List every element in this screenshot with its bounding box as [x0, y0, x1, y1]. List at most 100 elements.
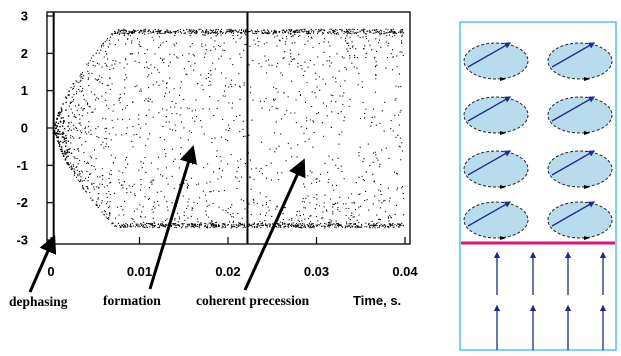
- data-point: [140, 178, 142, 180]
- data-point: [318, 31, 320, 33]
- data-point: [308, 32, 310, 34]
- data-point: [258, 63, 260, 65]
- data-point: [241, 224, 243, 226]
- data-point: [96, 186, 98, 188]
- data-point: [231, 226, 233, 228]
- data-point: [70, 137, 72, 139]
- data-point: [361, 86, 363, 88]
- data-point: [258, 40, 260, 42]
- data-point: [132, 31, 134, 33]
- data-point: [174, 45, 176, 47]
- data-point: [138, 114, 140, 116]
- data-point: [284, 225, 287, 227]
- data-point: [59, 148, 62, 151]
- data-point: [131, 217, 133, 220]
- data-point: [282, 223, 284, 225]
- data-point: [185, 225, 187, 228]
- data-point: [180, 146, 182, 149]
- data-point: [98, 187, 100, 189]
- data-point: [139, 189, 142, 191]
- data-point: [348, 217, 350, 219]
- data-point: [161, 223, 163, 225]
- data-point: [239, 98, 241, 100]
- data-point: [226, 30, 228, 32]
- data-point: [328, 31, 330, 33]
- data-point: [291, 59, 293, 61]
- data-point: [393, 31, 395, 33]
- data-point: [398, 223, 400, 225]
- data-point: [329, 65, 331, 67]
- data-point: [169, 77, 171, 79]
- data-point: [62, 141, 64, 144]
- data-point: [82, 185, 84, 187]
- data-point: [76, 169, 78, 171]
- data-point: [180, 137, 182, 139]
- data-point: [321, 225, 323, 228]
- data-point: [191, 30, 193, 32]
- data-point: [151, 183, 153, 185]
- data-point: [86, 170, 88, 173]
- data-point: [402, 193, 404, 195]
- data-point: [240, 32, 242, 34]
- data-point: [109, 182, 111, 184]
- data-point: [162, 224, 164, 226]
- data-point: [133, 134, 135, 136]
- data-point: [216, 155, 218, 157]
- data-point: [105, 50, 107, 53]
- data-point: [369, 31, 371, 33]
- data-point: [290, 32, 292, 34]
- data-point: [348, 28, 350, 30]
- data-point: [202, 30, 204, 32]
- data-point: [376, 64, 378, 66]
- data-point: [143, 221, 145, 223]
- data-point: [218, 225, 220, 227]
- data-point: [381, 149, 383, 151]
- data-point: [240, 158, 242, 160]
- data-point: [319, 224, 321, 226]
- data-point: [207, 76, 210, 79]
- data-point: [208, 222, 210, 224]
- data-point: [176, 113, 178, 115]
- aligned-spins: [493, 251, 607, 350]
- data-point: [119, 93, 121, 96]
- data-point: [316, 194, 318, 196]
- data-point: [297, 224, 299, 226]
- data-point: [304, 224, 306, 227]
- data-point: [222, 31, 224, 34]
- data-point: [365, 35, 367, 37]
- data-point: [183, 32, 185, 35]
- data-point: [308, 138, 310, 140]
- data-point: [210, 223, 212, 225]
- data-point: [328, 155, 330, 157]
- data-point: [88, 73, 90, 75]
- data-point: [339, 196, 341, 198]
- data-point: [124, 87, 126, 89]
- spin-arrow-icon: [551, 96, 596, 122]
- data-point: [276, 223, 278, 225]
- data-point: [86, 102, 88, 104]
- data-point: [75, 127, 78, 130]
- data-point: [272, 98, 275, 100]
- data-point: [269, 199, 271, 202]
- data-point: [220, 160, 222, 162]
- data-point: [236, 171, 238, 173]
- data-point: [390, 29, 392, 31]
- data-point: [216, 28, 218, 30]
- data-point: [398, 225, 400, 227]
- data-point: [212, 62, 214, 64]
- data-point: [196, 32, 198, 34]
- data-point: [398, 124, 400, 126]
- data-point: [357, 28, 359, 31]
- annotation-label: coherent precession: [196, 293, 310, 308]
- data-point: [65, 97, 68, 99]
- data-point: [70, 129, 72, 131]
- data-point: [198, 29, 200, 31]
- data-point: [205, 78, 207, 80]
- data-point: [330, 221, 332, 223]
- data-point: [81, 171, 84, 173]
- data-point: [324, 30, 326, 32]
- data-point: [239, 222, 241, 224]
- data-point: [191, 163, 194, 165]
- data-point: [107, 46, 110, 48]
- data-point: [98, 186, 100, 189]
